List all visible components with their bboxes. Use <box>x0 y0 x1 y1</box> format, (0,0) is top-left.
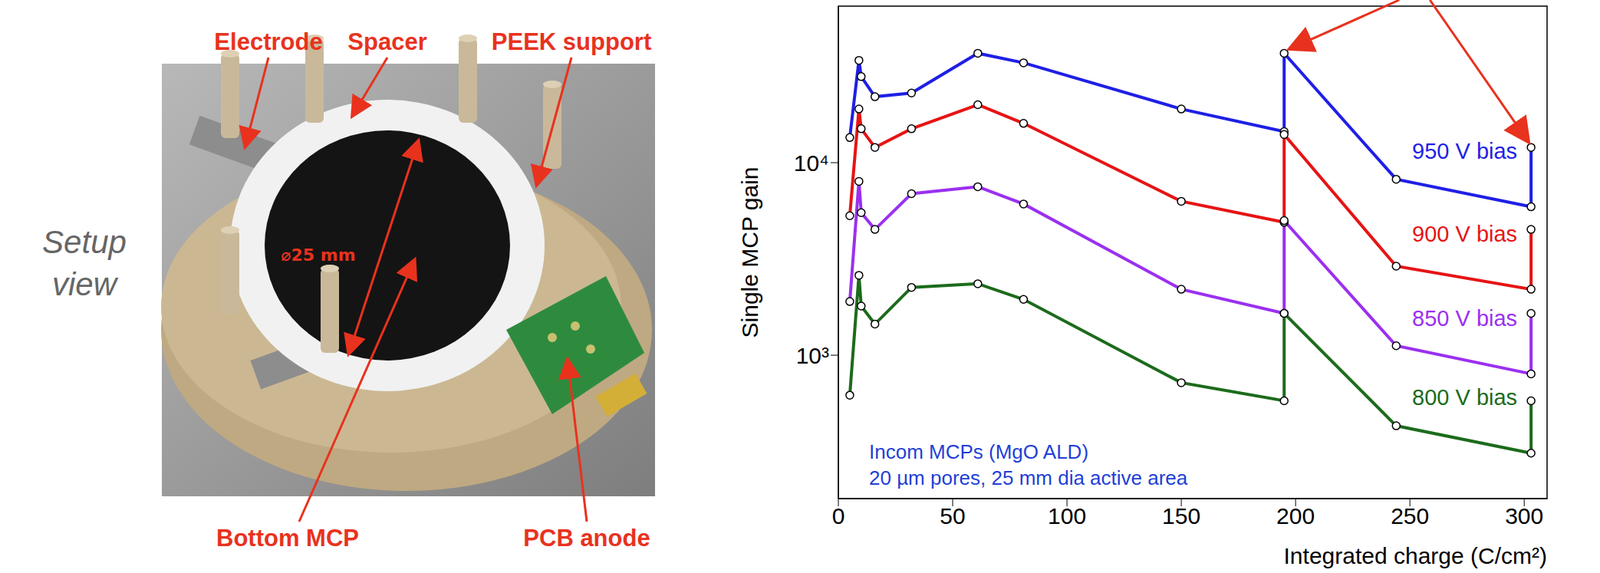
svg-text:100: 100 <box>1047 503 1087 529</box>
svg-text:900 V bias: 900 V bias <box>1412 221 1518 247</box>
svg-text:Bottom MCP: Bottom MCP <box>216 524 359 552</box>
svg-text:200: 200 <box>1276 503 1315 529</box>
svg-text:10³: 10³ <box>796 342 830 369</box>
svg-text:800 V bias: 800 V bias <box>1412 385 1518 410</box>
svg-text:Incom MCPs (MgO ALD): Incom MCPs (MgO ALD) <box>869 440 1089 464</box>
svg-text:250: 250 <box>1390 503 1429 529</box>
svg-text:Spacer: Spacer <box>347 28 427 56</box>
svg-text:950 V bias: 950 V bias <box>1412 138 1518 164</box>
svg-text:300: 300 <box>1504 503 1544 529</box>
svg-text:10⁴: 10⁴ <box>793 150 830 176</box>
svg-text:20 µm pores, 25 mm dia active: 20 µm pores, 25 mm dia active area <box>869 466 1189 490</box>
svg-text:⌀25 mm: ⌀25 mm <box>280 245 356 265</box>
svg-text:850 V bias: 850 V bias <box>1412 306 1518 331</box>
svg-text:0: 0 <box>832 503 846 529</box>
svg-text:Electrode: Electrode <box>213 28 323 56</box>
svg-text:150: 150 <box>1162 503 1201 529</box>
svg-text:50: 50 <box>939 503 965 529</box>
svg-text:Single MCP gain: Single MCP gain <box>737 167 763 339</box>
svg-text:Integrated charge (C/cm²): Integrated charge (C/cm²) <box>1283 543 1548 569</box>
svg-text:view: view <box>52 266 119 303</box>
svg-text:PEEK support: PEEK support <box>491 28 652 56</box>
svg-text:PCB anode: PCB anode <box>523 524 650 552</box>
svg-text:Setup: Setup <box>42 223 127 261</box>
